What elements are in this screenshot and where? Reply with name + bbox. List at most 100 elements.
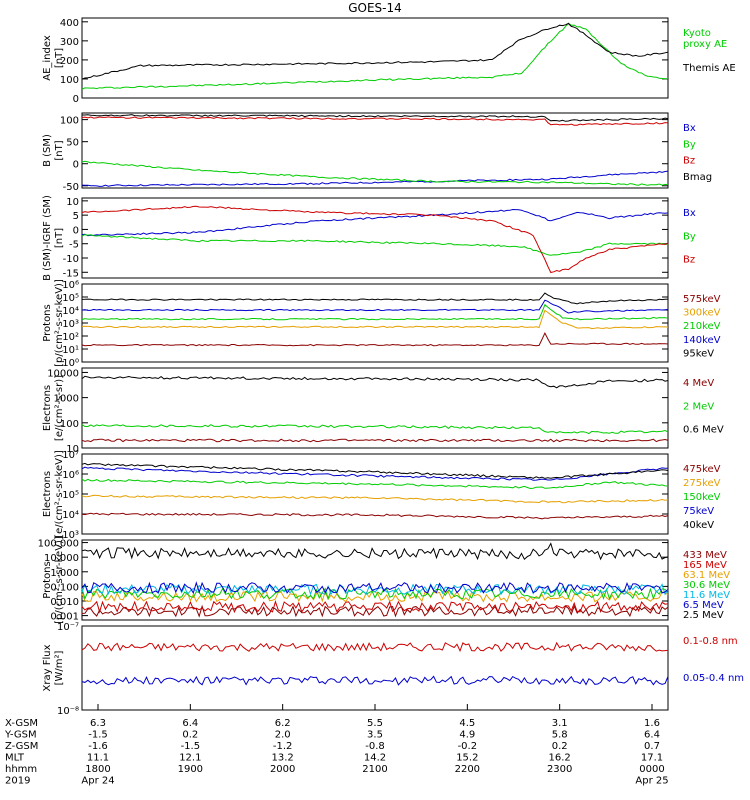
- legend-entry: 75keV: [683, 506, 714, 517]
- x-row-value: 0.7: [644, 741, 660, 752]
- y-tick-label: 0.001: [50, 612, 79, 623]
- y-tick-label: 10⁵: [62, 293, 79, 304]
- x-row-value: -0.8: [365, 741, 385, 752]
- x-row-label: Y-GSM: [4, 730, 37, 741]
- panel-protons2: 0.001 0.010 0.100 1.000 10.000 100.000 Protons…: [38, 536, 731, 624]
- legend-entry: 300keV: [683, 308, 721, 319]
- legend-entry: 150keV: [683, 492, 721, 503]
- panel-electrons2: 10³ 10⁴ 10⁵ 10⁶ 10⁷ Electrons [e/(cm²-s-sr-keV…: [42, 450, 721, 541]
- legend-entry: Themis AE: [682, 63, 736, 74]
- x-row-value: -0.2: [458, 741, 478, 752]
- x-row-value: 2000: [270, 764, 295, 775]
- y-tick-label: 10: [66, 197, 79, 208]
- y-tick-label: 10⁻⁸: [57, 706, 79, 717]
- legend-entry: 575keV: [683, 294, 721, 305]
- series-line-210kev: [81, 303, 669, 321]
- x-row-value: 1900: [178, 764, 203, 775]
- series-line-kyoto-proxy-ae: [81, 22, 669, 90]
- x-row-value: 15.2: [456, 753, 478, 764]
- legend-entry: 433 MeV: [683, 550, 727, 561]
- y-axis-label: Electrons: [42, 385, 53, 431]
- y-tick-label: 10⁶: [62, 470, 79, 481]
- legend-entry: 2 MeV: [683, 401, 714, 412]
- y-tick-label: 10⁴: [62, 510, 79, 521]
- y-axis-label: B (SM)-IGRF (SM): [42, 195, 53, 281]
- x-row-value: 16.2: [549, 753, 571, 764]
- x-row-value: 0.2: [552, 741, 568, 752]
- y-tick-label: 200: [60, 56, 79, 67]
- y-axis-label: [nT]: [54, 48, 65, 68]
- panel-frame: [81, 197, 669, 279]
- y-tick-label: 10⁴: [62, 306, 79, 317]
- y-axis-label: [e/(cm²-s-sr-keV)]: [54, 450, 65, 538]
- x-row-label: hhmm: [5, 764, 37, 775]
- x-row-value: 1800: [85, 764, 110, 775]
- y-axis-label: Xray Flux: [42, 644, 53, 691]
- panel-frame: [81, 112, 669, 189]
- x-row-value: Apr 25: [635, 776, 668, 787]
- y-tick-label: 10⁵: [62, 490, 79, 501]
- series-line-575kev: [81, 331, 669, 347]
- y-tick-label: 10³: [62, 530, 79, 541]
- y-tick-label: 10⁰: [62, 358, 79, 369]
- x-row-value: 1.6: [644, 718, 660, 729]
- y-axis-label: [p/(cm²-s-sr-keV)]: [54, 279, 65, 367]
- y-tick-label: 0.010: [50, 597, 79, 608]
- legend-entry: Bmag: [683, 172, 712, 183]
- series-line-75kev: [81, 466, 669, 481]
- legend-entry: Bz: [683, 156, 695, 167]
- y-axis-label: B (SM): [42, 134, 53, 167]
- series-line-2-5-mev: [81, 542, 669, 561]
- series-line-bx: [81, 208, 669, 237]
- y-tick-label: 10³: [62, 319, 79, 330]
- legend-entry: 0.05-0.4 nm: [683, 673, 744, 684]
- series-line-275kev: [81, 494, 669, 504]
- y-tick-label: 10⁷: [62, 450, 79, 461]
- y-tick-label: 0.100: [50, 582, 79, 593]
- figure-title: GOES-14: [348, 1, 402, 15]
- series-line-475kev: [81, 512, 669, 520]
- series-line-by: [81, 160, 669, 186]
- y-tick-label: 10⁻⁷: [57, 622, 79, 633]
- y-axis-label: Protons: [42, 304, 53, 341]
- series-line-165-mev: [81, 600, 669, 614]
- series-line-4-mev: [81, 438, 669, 443]
- x-row-value: 5.8: [552, 730, 568, 741]
- series-line-150kev: [81, 478, 669, 490]
- legend-entry: 30.6 MeV: [683, 580, 730, 591]
- y-tick-label: 10: [66, 444, 79, 455]
- x-row-value: 6.3: [90, 718, 106, 729]
- x-row-value: -1.5: [88, 730, 108, 741]
- x-axis-ticks: X-GSM 6.3 6.4 6.2 5.5 4.5 3.1 1.6Y-GSM -1.5 0.2 2.…: [4, 704, 669, 787]
- x-row-value: 6.4: [644, 730, 660, 741]
- y-axis-label: [W/m²]: [54, 650, 65, 685]
- series-line-40kev: [81, 462, 669, 479]
- x-row-value: -1.5: [181, 741, 201, 752]
- legend-entry: By: [683, 231, 696, 242]
- legend-entry: Bx: [683, 208, 696, 219]
- legend-entry: 95keV: [683, 348, 714, 359]
- x-row-label: Z-GSM: [5, 741, 38, 752]
- y-tick-label: -15: [63, 268, 79, 279]
- legend-entry: 475keV: [683, 464, 721, 475]
- series-line-bz: [81, 116, 669, 126]
- y-tick-label: 100: [60, 419, 79, 430]
- y-tick-label: 1000: [54, 394, 79, 405]
- x-row-value: 6.2: [275, 718, 291, 729]
- legend-entry: 140keV: [683, 335, 721, 346]
- x-row-value: -1.2: [273, 741, 293, 752]
- x-row-value: 13.2: [272, 753, 294, 764]
- legend-entry: 210keV: [683, 321, 721, 332]
- x-row-value: 4.5: [459, 718, 475, 729]
- x-row-value: 3.5: [367, 730, 383, 741]
- legend-entry: 63.1 MeV: [683, 570, 730, 581]
- x-row-value: 0000: [639, 764, 664, 775]
- legend-entry: Kyoto: [683, 28, 711, 39]
- legend-entry: 165 MeV: [683, 560, 727, 571]
- legend-entry: 0.6 MeV: [683, 425, 724, 436]
- panel-frame: [81, 625, 669, 711]
- y-axis-label: [nT]: [54, 140, 65, 160]
- x-row-value: 11.1: [87, 753, 109, 764]
